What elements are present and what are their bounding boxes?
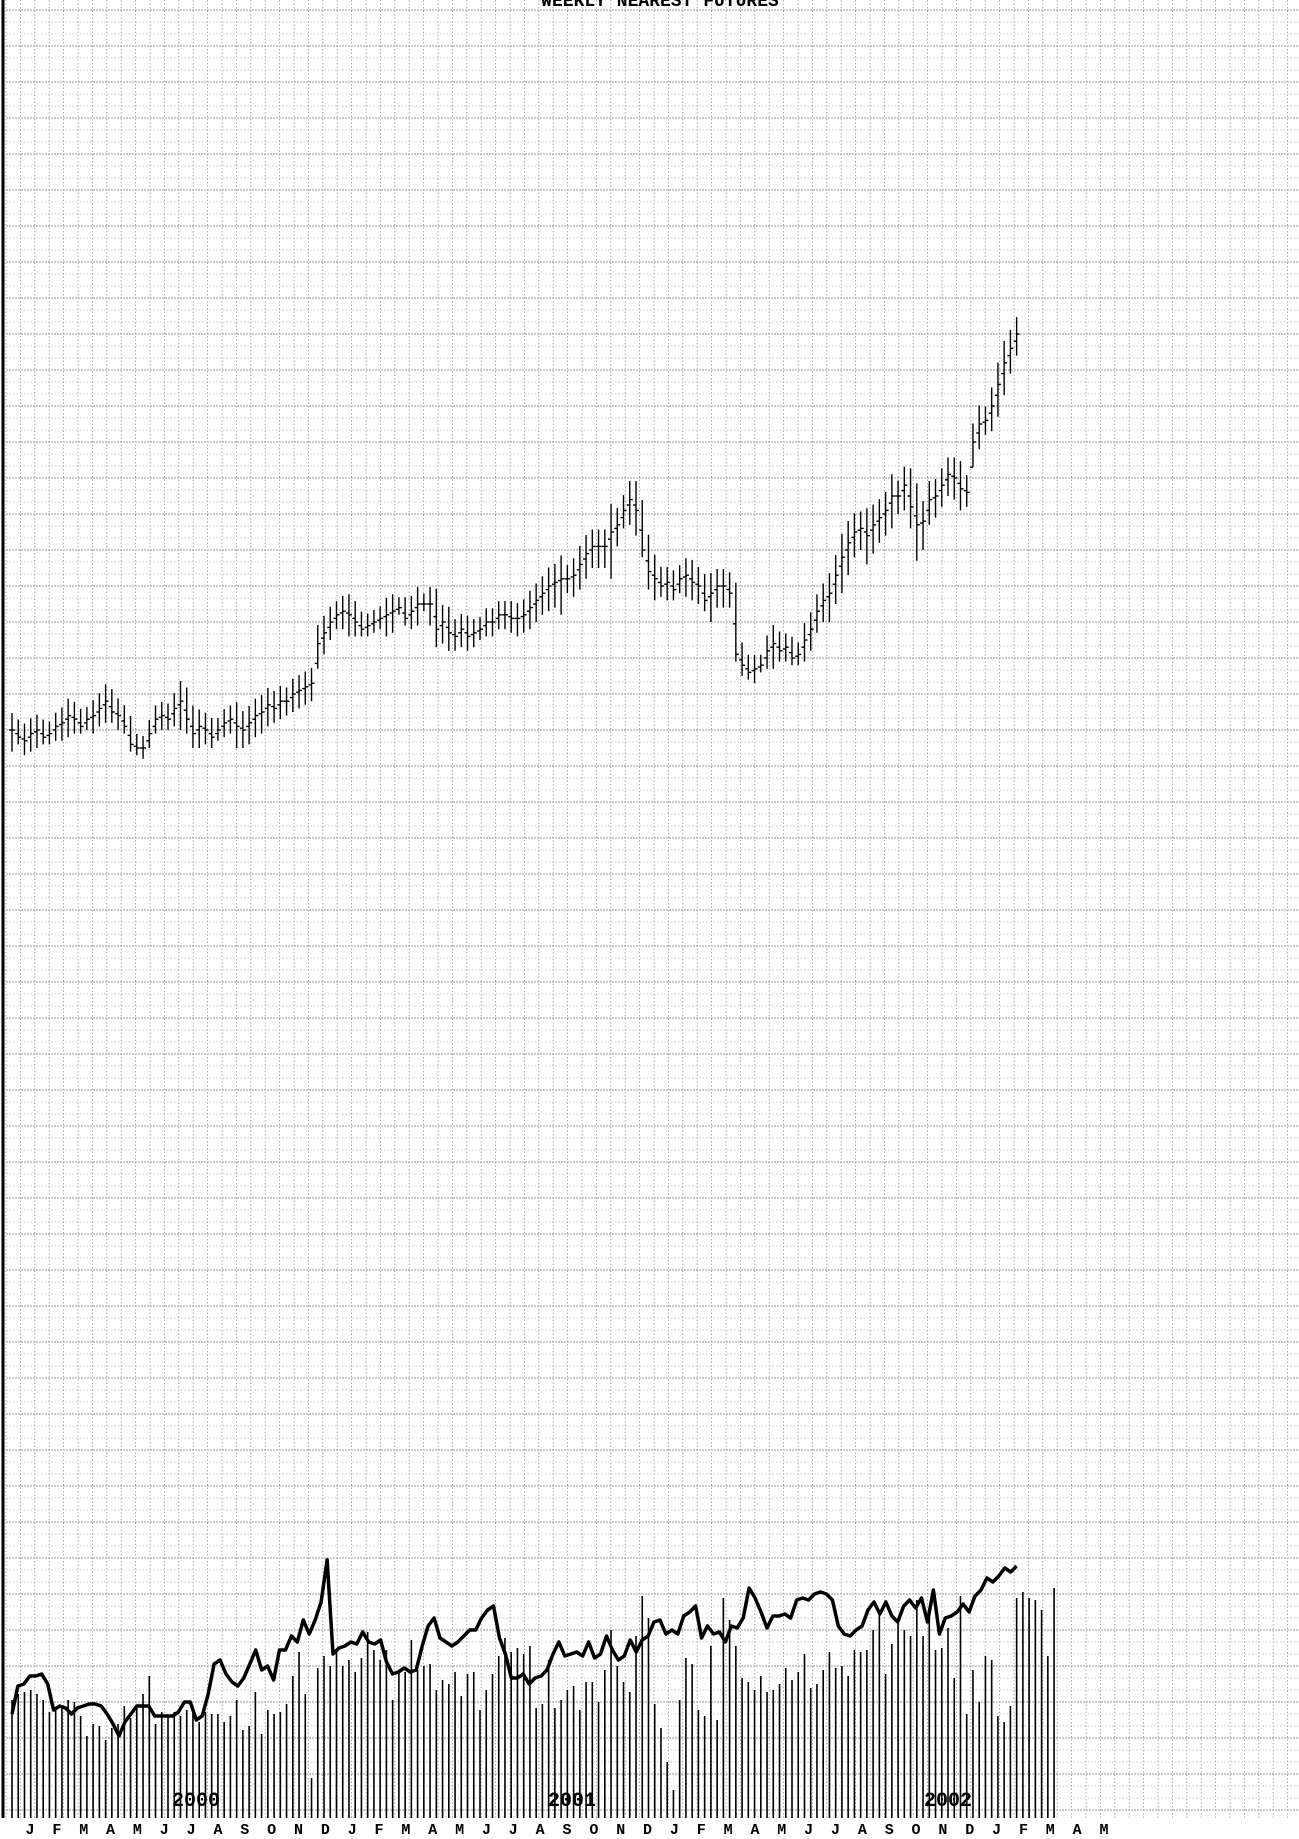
- month-label: J: [482, 1822, 491, 1839]
- month-label: D: [965, 1822, 974, 1839]
- month-label: D: [643, 1822, 652, 1839]
- month-label: M: [1099, 1822, 1108, 1839]
- month-label: S: [885, 1822, 894, 1839]
- month-label: N: [938, 1822, 947, 1839]
- month-label: J: [25, 1822, 34, 1839]
- month-label: J: [804, 1822, 813, 1839]
- month-label: A: [106, 1822, 115, 1839]
- month-label: A: [536, 1822, 545, 1839]
- month-label: J: [831, 1822, 840, 1839]
- month-label: A: [428, 1822, 437, 1839]
- month-label: J: [670, 1822, 679, 1839]
- month-label: O: [912, 1822, 921, 1839]
- month-label: O: [589, 1822, 598, 1839]
- month-label: A: [1073, 1822, 1082, 1839]
- month-label: F: [52, 1822, 61, 1839]
- open-interest-line: [10, 1558, 1018, 1738]
- grid: [5, 0, 1299, 1818]
- month-label: J: [348, 1822, 357, 1839]
- month-label: A: [750, 1822, 759, 1839]
- month-label: F: [375, 1822, 384, 1839]
- year-label: 2002: [924, 1790, 972, 1813]
- year-labels: 2000 2001 2002: [172, 1790, 972, 1813]
- year-label: 2000: [172, 1790, 220, 1813]
- month-label: M: [724, 1822, 733, 1839]
- month-label: M: [455, 1822, 464, 1839]
- month-label: M: [777, 1822, 786, 1839]
- month-label: M: [133, 1822, 142, 1839]
- month-label: N: [294, 1822, 303, 1839]
- month-label: J: [992, 1822, 1001, 1839]
- month-label: A: [213, 1822, 222, 1839]
- year-label: 2001: [548, 1790, 596, 1813]
- month-label: S: [240, 1822, 249, 1839]
- month-label: N: [616, 1822, 625, 1839]
- chart-title: WEEKLY NEAREST FUTURES: [541, 0, 779, 12]
- month-label: S: [562, 1822, 571, 1839]
- month-label: M: [1046, 1822, 1055, 1839]
- volume-bars: [11, 1588, 1055, 1818]
- month-label: O: [267, 1822, 276, 1839]
- month-label: J: [187, 1822, 196, 1839]
- month-label: M: [79, 1822, 88, 1839]
- month-label: J: [160, 1822, 169, 1839]
- month-label: D: [321, 1822, 330, 1839]
- price-bars: [9, 317, 1020, 759]
- month-label: F: [1019, 1822, 1028, 1839]
- month-label: A: [858, 1822, 867, 1839]
- month-label: F: [697, 1822, 706, 1839]
- month-label: M: [401, 1822, 410, 1839]
- month-label: J: [509, 1822, 518, 1839]
